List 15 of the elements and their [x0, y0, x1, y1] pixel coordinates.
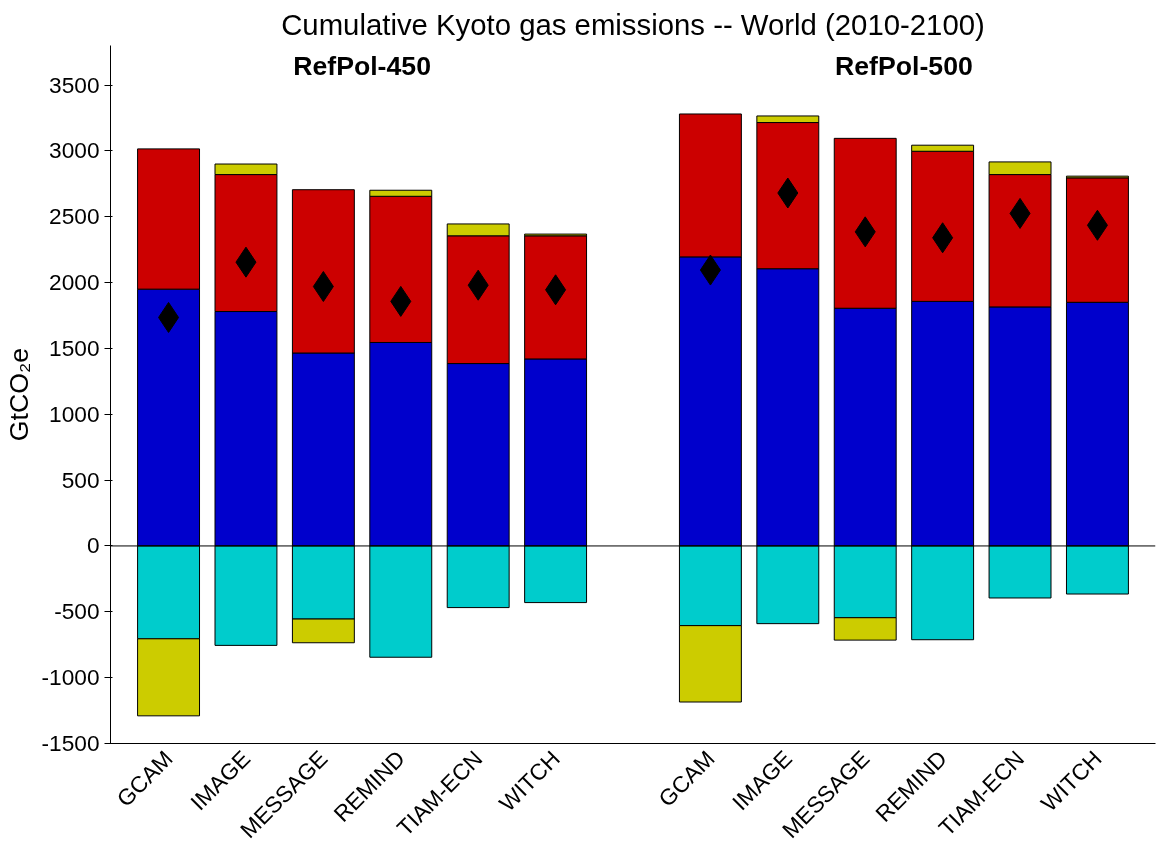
annotation: RefPol-500: [835, 51, 973, 82]
y-tick-label: 0: [86, 532, 100, 559]
y-tick-label: 3000: [49, 137, 100, 164]
y-tick-label: -1000: [41, 664, 100, 691]
y-tick-label: 500: [61, 466, 100, 493]
y-axis-title: GtCO₂e: [3, 347, 34, 442]
y-tick-label: 1500: [49, 334, 100, 361]
chart-title: Cumulative Kyoto gas emissions -- World (2010-2100): [281, 7, 985, 41]
y-tick-label: -500: [54, 598, 100, 625]
y-tick-label: 1000: [49, 400, 100, 427]
y-tick-label: 2500: [49, 203, 100, 230]
y-tick-label: 3500: [49, 71, 100, 98]
y-tick-label: -1500: [41, 730, 100, 756]
annotation: RefPol-450: [293, 51, 431, 82]
y-tick-label: 2000: [49, 269, 100, 296]
